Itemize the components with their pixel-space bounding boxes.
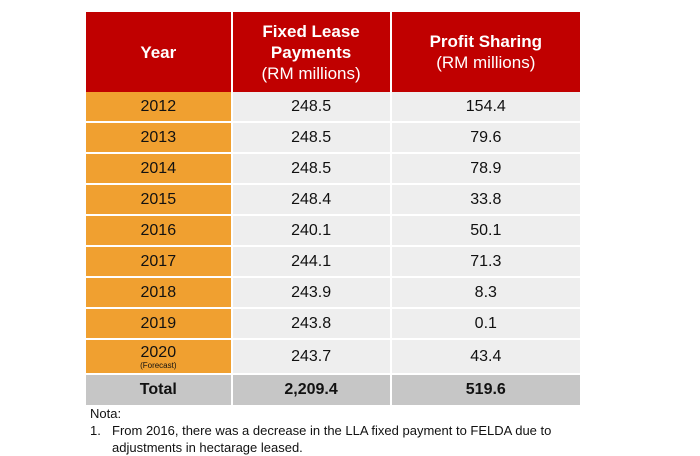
year-cell: 2013	[86, 122, 232, 154]
header-profit-sharing: Profit Sharing (RM millions)	[390, 12, 580, 92]
profit-cell: 0.1	[389, 308, 580, 340]
table-row: 2013 248.5 79.6	[86, 122, 580, 154]
year-cell: 2019	[86, 308, 232, 340]
lease-cell: 248.5	[230, 92, 391, 123]
year-cell: 2017	[86, 246, 232, 278]
lease-cell: 243.9	[230, 277, 391, 309]
total-profit: 519.6	[389, 374, 580, 405]
lease-cell: 240.1	[230, 215, 391, 247]
lease-cell: 248.5	[230, 122, 391, 154]
note-number: 1.	[90, 423, 101, 438]
year-label: 2020	[140, 343, 177, 361]
table-row: 2018 243.9 8.3	[86, 277, 580, 309]
notes-heading: Nota:	[90, 406, 122, 421]
footnotes: Nota: 1. From 2016, there was a decrease…	[90, 405, 610, 456]
table-row: 2017 244.1 71.3	[86, 246, 580, 278]
profit-cell: 71.3	[389, 246, 580, 278]
profit-cell: 79.6	[389, 122, 580, 154]
year-cell: 2012	[86, 92, 232, 123]
table-row: 2014 248.5 78.9	[86, 153, 580, 185]
table-row: 2012 248.5 154.4	[86, 92, 580, 123]
profit-cell: 78.9	[389, 153, 580, 185]
header-year: Year	[86, 12, 233, 92]
total-lease: 2,209.4	[230, 374, 391, 405]
year-cell: 2014	[86, 153, 232, 185]
header-profit-title: Profit Sharing	[429, 32, 542, 51]
table-row: 2016 240.1 50.1	[86, 215, 580, 247]
total-row: Total 2,209.4 519.6	[86, 374, 580, 405]
profit-cell: 50.1	[389, 215, 580, 247]
lease-cell: 243.7	[230, 339, 391, 375]
table-row: 2019 243.8 0.1	[86, 308, 580, 340]
lease-cell: 248.5	[230, 153, 391, 185]
profit-cell: 43.4	[389, 339, 580, 375]
lease-cell: 243.8	[230, 308, 391, 340]
table-header-row: Year Fixed Lease Payments (RM millions) …	[86, 12, 580, 92]
header-profit-unit: (RM millions)	[436, 53, 536, 72]
profit-cell: 154.4	[389, 92, 580, 123]
lease-cell: 248.4	[230, 184, 391, 216]
profit-cell: 8.3	[389, 277, 580, 309]
year-cell: 2020 (Forecast)	[86, 339, 232, 375]
year-cell: 2018	[86, 277, 232, 309]
table-row: 2015 248.4 33.8	[86, 184, 580, 216]
year-cell: 2016	[86, 215, 232, 247]
lease-cell: 244.1	[230, 246, 391, 278]
total-label: Total	[86, 374, 232, 405]
table-row: 2020 (Forecast) 243.7 43.4	[86, 339, 580, 375]
year-cell: 2015	[86, 184, 232, 216]
lease-profit-table: Year Fixed Lease Payments (RM millions) …	[86, 12, 580, 405]
header-lease-title-2: Payments	[270, 42, 352, 62]
header-lease-title-1: Fixed Lease	[262, 21, 360, 41]
header-fixed-lease: Fixed Lease Payments (RM millions)	[231, 12, 392, 92]
forecast-note: (Forecast)	[140, 360, 177, 370]
note-item: 1. From 2016, there was a decrease in th…	[90, 422, 610, 456]
note-text: From 2016, there was a decrease in the L…	[112, 423, 552, 455]
profit-cell: 33.8	[389, 184, 580, 216]
header-lease-unit: (RM millions)	[261, 63, 361, 83]
